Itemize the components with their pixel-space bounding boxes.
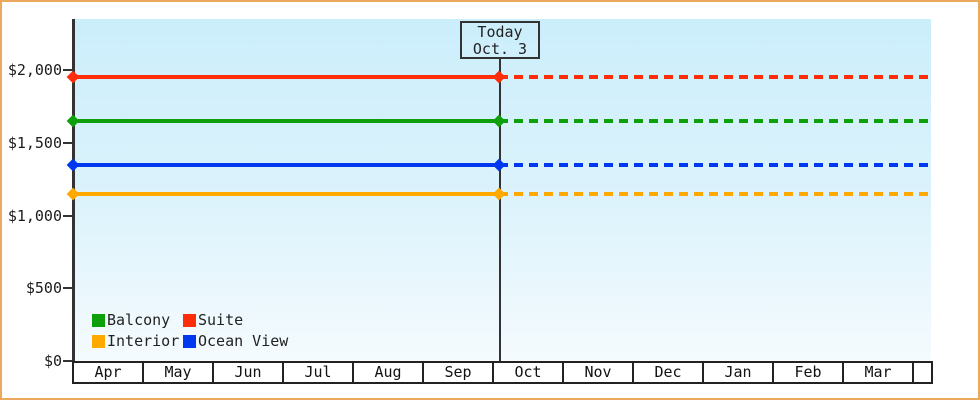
month-cell-aug: Aug (354, 363, 424, 382)
series-line-suite (73, 75, 499, 80)
month-cell-sep: Sep (424, 363, 494, 382)
legend-item-balcony: Balcony (92, 311, 183, 329)
series-marker-balcony (492, 114, 506, 128)
series-line-interior (73, 191, 499, 196)
x-axis-month-row: Apr May Jun Jul Aug Sep Oct Nov Dec Jan Feb Mar (72, 361, 933, 384)
today-label: Today (477, 23, 523, 41)
month-cell-dec: Dec (634, 363, 704, 382)
series-projection-ocean-view (499, 162, 931, 167)
series-marker-balcony (66, 114, 80, 128)
y-tick-mark (63, 360, 72, 362)
y-tick-label: $1,500 (7, 133, 62, 152)
legend-item-ocean-view: Ocean View (183, 332, 289, 350)
today-date: Oct. 3 (472, 40, 528, 58)
y-tick-mark (63, 287, 72, 290)
month-cell-feb: Feb (774, 363, 844, 382)
y-tick-label: $1,000 (7, 206, 62, 225)
month-cell-jan: Jan (704, 363, 774, 382)
legend-swatch-suite (183, 313, 196, 327)
y-tick-label: $2,000 (7, 61, 62, 79)
series-marker-suite (492, 70, 506, 84)
legend-swatch-balcony (92, 313, 105, 327)
legend: Balcony Suite Interior Ocean View (92, 311, 289, 350)
y-tick-label: $500 (25, 279, 62, 298)
today-line (499, 59, 501, 361)
legend-label-suite: Suite (198, 311, 244, 329)
series-projection-interior (499, 191, 931, 196)
series-projection-suite (499, 75, 931, 80)
today-annotation: Today Oct. 3 (460, 21, 540, 59)
y-tick-mark (63, 69, 72, 71)
y-tick-mark (63, 214, 72, 217)
series-marker-suite (66, 70, 80, 84)
legend-item-interior: Interior (92, 332, 183, 350)
legend-swatch-ocean-view (183, 334, 196, 348)
plot-area (66, 19, 931, 361)
month-cell-nov: Nov (564, 363, 634, 382)
series-line-balcony (73, 118, 499, 123)
month-cell-empty (914, 363, 931, 382)
series-marker-ocean-view (492, 158, 506, 171)
legend-label-ocean-view: Ocean View (198, 332, 289, 350)
month-cell-oct: Oct (494, 363, 564, 382)
series-marker-interior (492, 187, 506, 201)
legend-label-balcony: Balcony (107, 311, 171, 329)
series-projection-balcony (499, 118, 931, 123)
y-tick-mark (63, 141, 72, 144)
y-tick-label: $0 (43, 352, 62, 370)
series-marker-interior (66, 187, 80, 201)
series-marker-ocean-view (66, 158, 80, 171)
legend-label-interior: Interior (107, 332, 180, 350)
series-line-ocean-view (73, 162, 499, 167)
month-cell-apr: Apr (74, 363, 144, 382)
legend-swatch-interior (92, 334, 105, 348)
legend-item-suite: Suite (183, 311, 288, 329)
month-cell-jul: Jul (284, 363, 354, 382)
month-cell-may: May (144, 363, 214, 382)
month-cell-mar: Mar (844, 363, 914, 382)
month-cell-jun: Jun (214, 363, 284, 382)
